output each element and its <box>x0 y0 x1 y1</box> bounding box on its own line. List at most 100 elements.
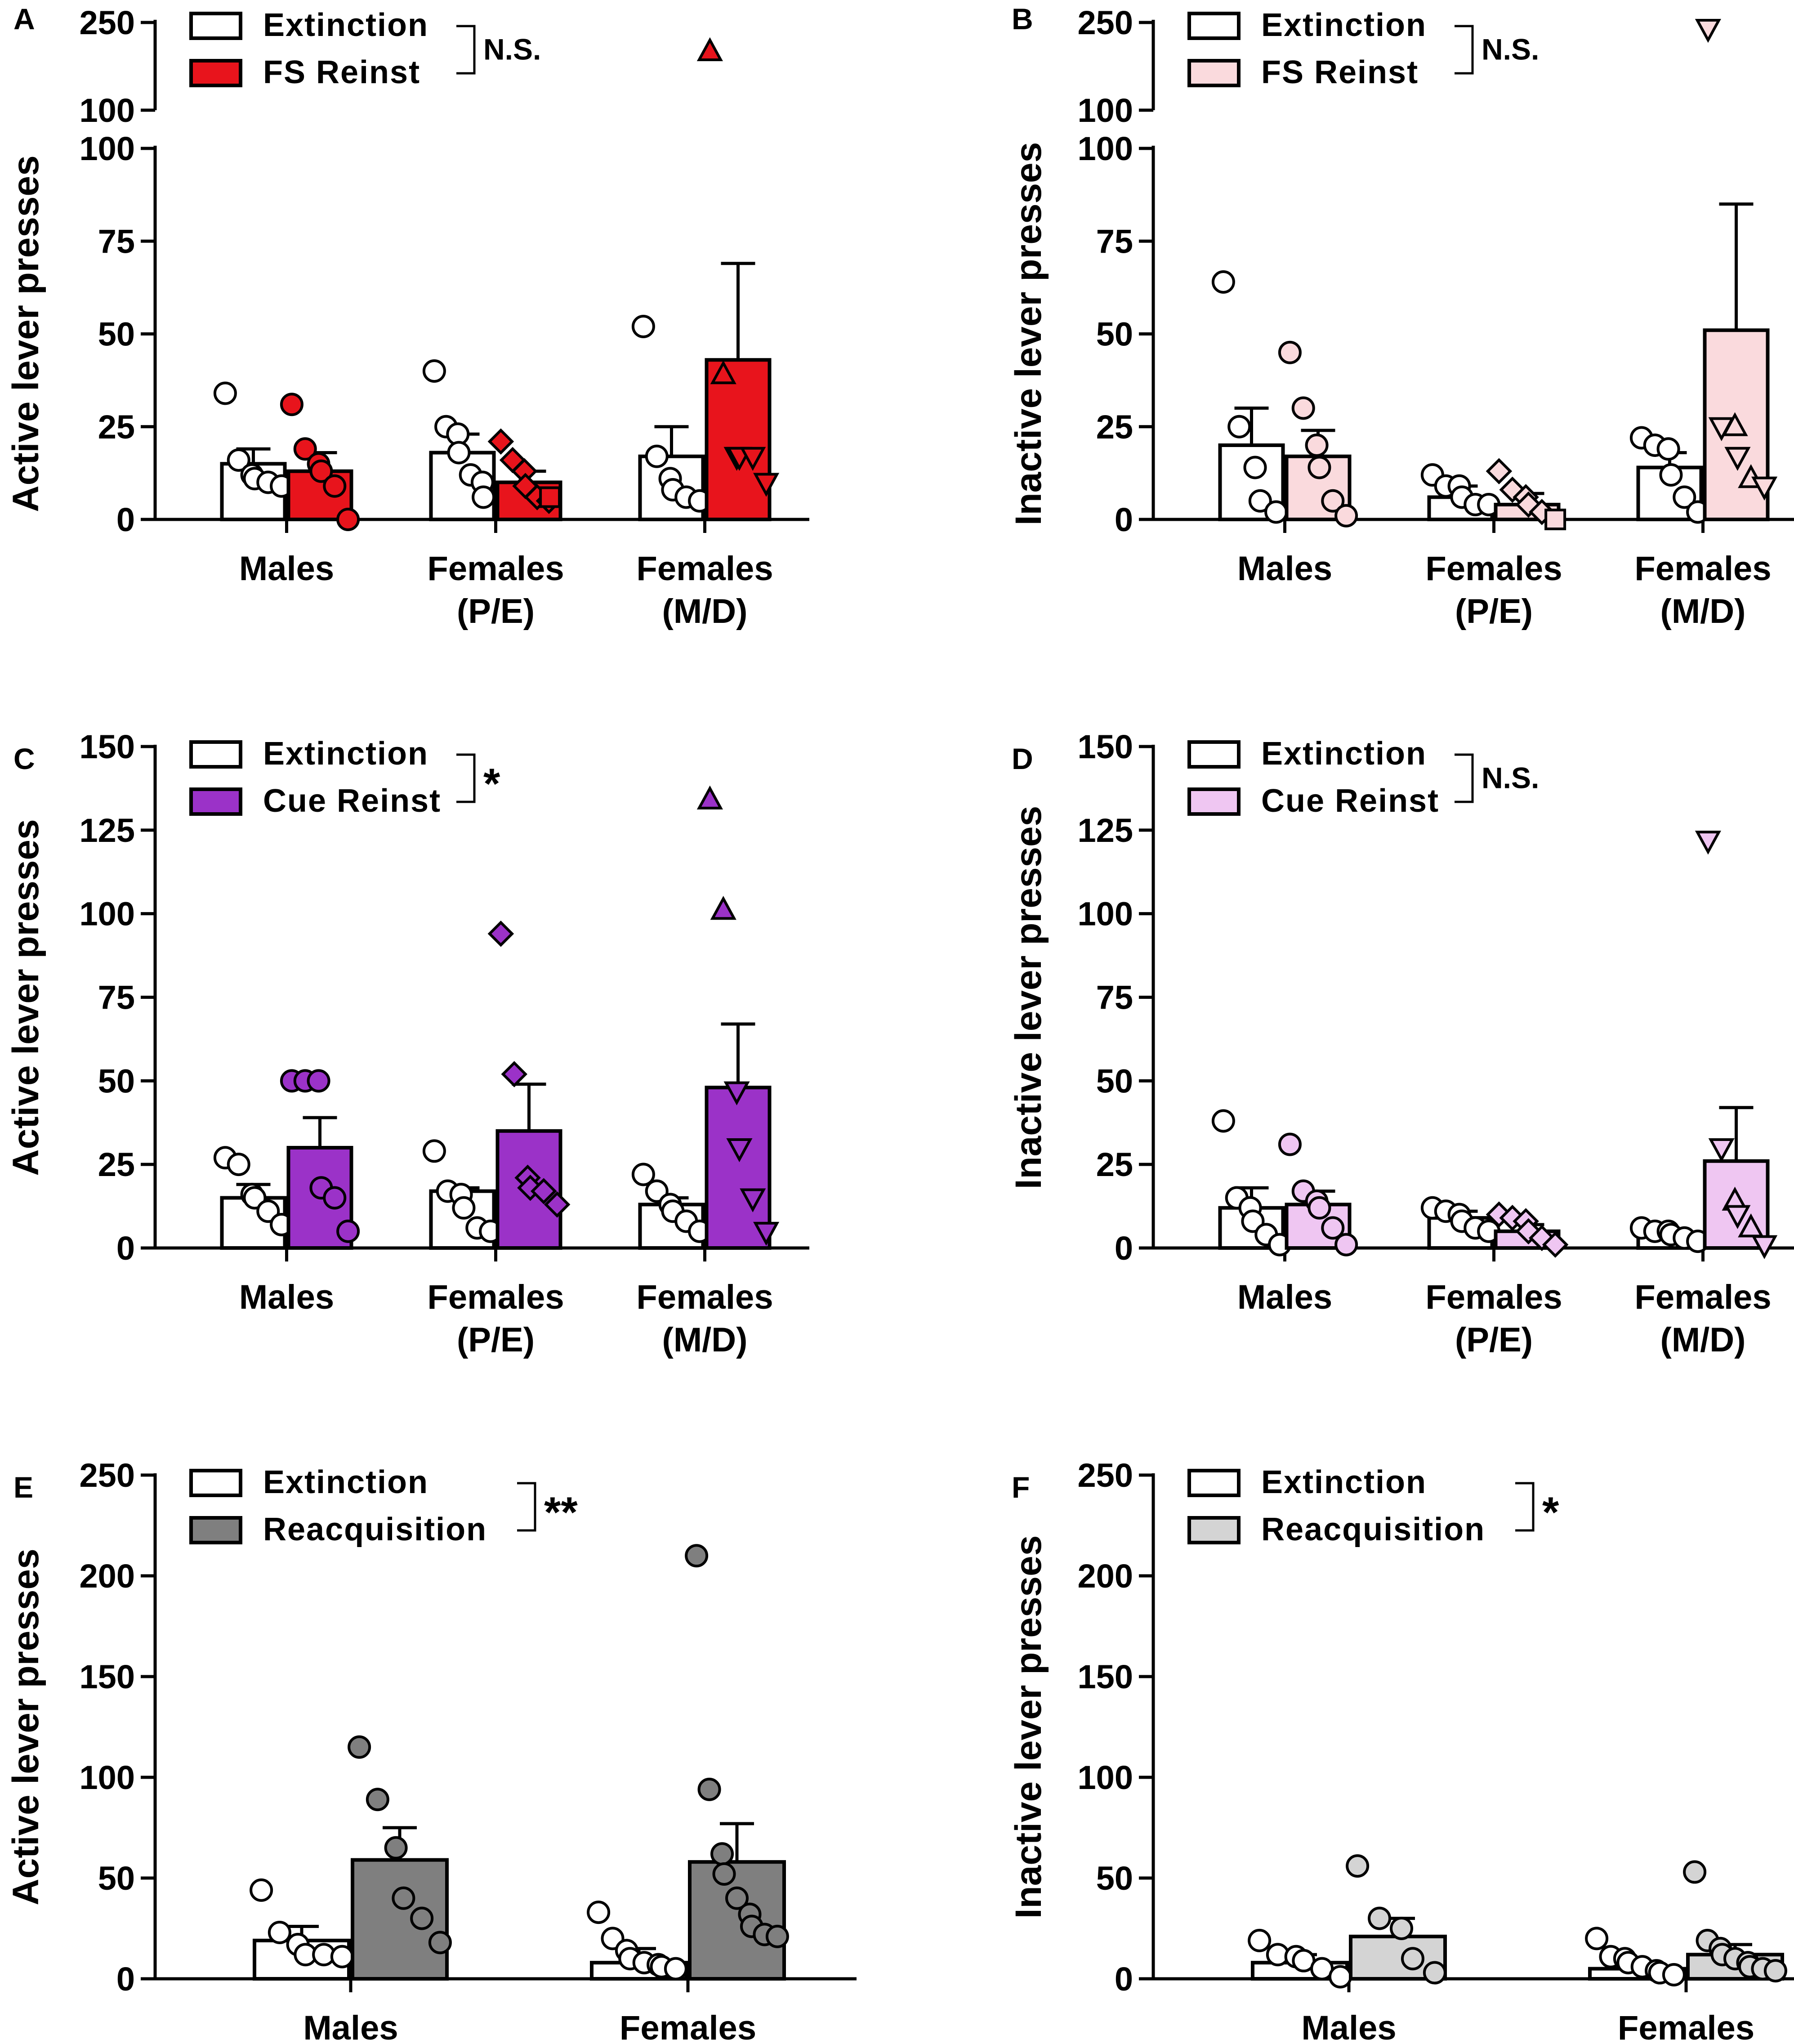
category-label-line: Females <box>1618 2009 1754 2044</box>
category-label: Females (M/D) <box>1634 550 1771 631</box>
y-tick-label: 100 <box>1078 1759 1133 1796</box>
data-point <box>452 1196 476 1220</box>
category-label-line: Males <box>1237 550 1332 588</box>
data-point <box>1227 415 1251 438</box>
significance-bracket <box>1455 25 1474 75</box>
category-label: Males <box>239 550 334 588</box>
panel-letter: F <box>1012 1471 1030 1504</box>
data-point <box>1346 1854 1370 1878</box>
category-label: Males <box>303 2009 398 2044</box>
significance-label: * <box>483 760 500 808</box>
data-point <box>1656 437 1680 461</box>
y-axis-label: Inactive lever presses <box>1008 142 1049 525</box>
data-point <box>1659 463 1683 487</box>
bar <box>1703 1159 1770 1250</box>
y-tick-label: 75 <box>98 979 135 1016</box>
category-label-line: (M/D) <box>662 1321 748 1359</box>
data-point <box>1248 489 1272 513</box>
data-point <box>336 1219 360 1243</box>
y-tick-label: 75 <box>98 223 135 260</box>
data-point <box>710 895 736 920</box>
category-label-line: Males <box>1301 2009 1396 2044</box>
significance-bracket <box>517 1482 536 1532</box>
data-point <box>323 1186 347 1210</box>
data-point <box>1308 456 1331 479</box>
data-point <box>725 1886 749 1910</box>
panel-d: D Inactive lever presses 0 25 50 75 100 125 150 M… <box>1008 728 1794 1359</box>
legend-label: Reacquisition <box>1261 1512 1485 1548</box>
panel-letter: C <box>13 742 35 775</box>
legend-label: Extinction <box>263 7 428 43</box>
data-point <box>280 393 303 416</box>
data-point <box>293 437 317 461</box>
y-tick-label: 75 <box>1096 979 1133 1016</box>
legend-label: Reacquisition <box>263 1512 487 1548</box>
legend-swatch <box>189 12 242 40</box>
legend-swatch <box>189 740 242 769</box>
y-tick-label: 250 <box>80 1457 135 1494</box>
data-point <box>1695 831 1721 855</box>
category-label: Females (P/E) <box>427 1278 564 1359</box>
category-label-line: Females <box>636 1278 773 1316</box>
data-point <box>531 1178 557 1204</box>
data-point <box>1544 509 1566 530</box>
y-tick-label: 50 <box>1096 316 1133 353</box>
legend-swatch <box>189 1469 242 1497</box>
y-tick-label: 0 <box>1115 501 1133 538</box>
data-point <box>710 360 736 385</box>
significance-bracket <box>456 25 476 75</box>
y-tick-label: 50 <box>1096 1062 1133 1100</box>
y-tick-label: 100 <box>80 895 135 933</box>
legend-label: Cue Reinst <box>263 783 441 819</box>
y-tick-label: 250 <box>1078 1457 1133 1494</box>
data-point <box>1486 458 1513 484</box>
data-point <box>1673 485 1696 509</box>
data-point <box>307 1069 330 1093</box>
data-point <box>1305 434 1329 457</box>
legend-label: Cue Reinst <box>1261 783 1439 819</box>
data-point <box>422 1139 446 1163</box>
y-tick-label: 125 <box>80 812 135 849</box>
y-tick-label: 50 <box>98 1860 135 1897</box>
panel-c: C Active lever presses 0 25 50 75 100 125 150 Mal… <box>5 728 809 1359</box>
legend-label: Extinction <box>1261 7 1427 43</box>
significance-bracket <box>1455 753 1474 803</box>
y-tick-label: 150 <box>1078 1658 1133 1695</box>
panel-letter: E <box>13 1471 33 1504</box>
data-point <box>1368 1906 1392 1930</box>
data-point <box>1390 1917 1413 1940</box>
data-point <box>410 1906 434 1930</box>
category-label: Females (M/D) <box>636 550 773 631</box>
category-label: Females <box>1618 2009 1754 2044</box>
legend-swatch <box>1187 12 1241 40</box>
y-tick-label: 200 <box>80 1557 135 1595</box>
y-tick-label: 100 <box>80 92 135 129</box>
y-tick-label: 0 <box>116 1230 135 1267</box>
data-point <box>1211 270 1235 294</box>
panel-letter: A <box>13 2 35 36</box>
data-point <box>1695 19 1721 43</box>
category-label-line: Males <box>303 2009 398 2044</box>
data-point <box>765 1924 789 1948</box>
category-label-line: Females <box>1425 550 1562 588</box>
data-point <box>309 459 333 483</box>
y-tick-label: 100 <box>80 130 135 167</box>
data-point <box>712 1862 736 1886</box>
category-label-line: Males <box>1237 1278 1332 1316</box>
data-point <box>723 1081 750 1105</box>
significance-label: N.S. <box>1482 761 1539 795</box>
data-point <box>268 1920 291 1944</box>
data-point <box>696 37 723 61</box>
significance-bracket <box>1515 1482 1535 1532</box>
category-label: Males <box>239 1278 334 1316</box>
legend-label: Extinction <box>1261 1464 1427 1500</box>
y-tick-label: 125 <box>1078 812 1133 849</box>
data-point <box>213 381 237 405</box>
data-point <box>645 444 669 468</box>
category-label: Females (P/E) <box>1425 1278 1562 1359</box>
data-point <box>1308 1196 1331 1220</box>
data-point <box>1211 1109 1235 1133</box>
legend-label: Extinction <box>263 736 428 772</box>
data-point <box>740 1188 766 1212</box>
legend-swatch <box>1187 59 1241 87</box>
